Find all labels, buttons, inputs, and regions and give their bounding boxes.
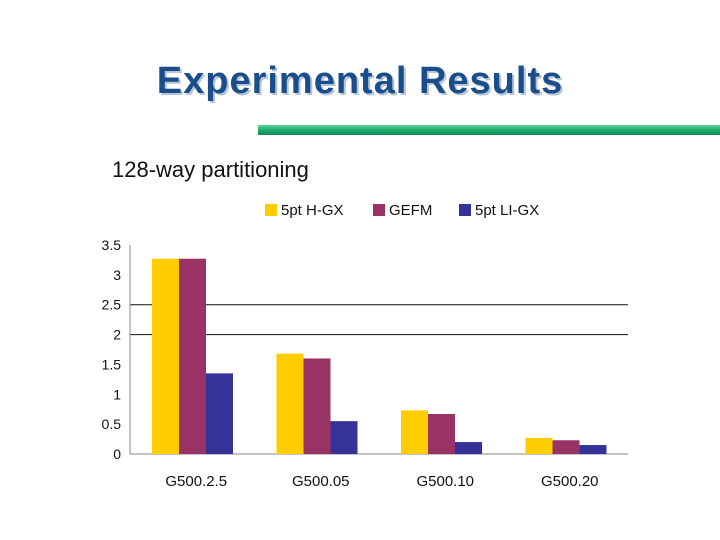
legend-label: GEFM (389, 202, 432, 219)
y-tick-label: 0.5 (102, 416, 122, 432)
legend-swatch (459, 204, 471, 216)
y-tick-label: 1.5 (102, 356, 122, 372)
bar-5pt-h-gx-1 (276, 353, 304, 454)
gridlines (130, 304, 628, 336)
slide-title: Experimental Results (156, 60, 564, 102)
x-tick-label: G500.2.5 (165, 473, 227, 490)
bar-5pt-h-gx-0 (152, 258, 179, 454)
y-tick-label: 1 (113, 386, 121, 402)
bar-gefm-2 (428, 413, 455, 454)
bar-5pt-h-gx-3 (525, 437, 553, 454)
title-underline (258, 125, 720, 135)
y-tick-label: 3 (113, 267, 121, 283)
y-tick-label: 3.5 (102, 237, 122, 253)
x-tick-label: G500.05 (292, 473, 350, 490)
y-tick-label: 0 (113, 446, 121, 462)
bar-5pt-li-gx-2 (455, 442, 482, 454)
x-tick-label: G500.10 (416, 473, 474, 490)
legend-swatch (373, 204, 385, 216)
x-tick-labels: G500.2.5 G500.05 G500.10 G500.20 (165, 473, 598, 490)
bar-5pt-li-gx-3 (579, 445, 607, 454)
bar-series (152, 258, 607, 454)
y-tick-label: 2 (113, 327, 121, 343)
y-tick-label: 2.5 (102, 297, 122, 313)
y-tick-labels: 0 0.5 1 1.5 2 2.5 3 3.5 (102, 237, 122, 462)
legend-label: 5pt LI-GX (475, 202, 539, 219)
bar-5pt-h-gx-2 (401, 410, 428, 454)
legend-swatch (265, 204, 277, 216)
chart-subtitle: 128-way partitioning (112, 157, 309, 182)
legend: 5pt H-GX GEFM 5pt LI-GX (265, 202, 539, 219)
legend-label: 5pt H-GX (281, 202, 344, 219)
x-tick-label: G500.20 (541, 473, 599, 490)
bar-5pt-li-gx-1 (330, 421, 358, 454)
bar-gefm-0 (179, 258, 206, 454)
bar-5pt-li-gx-0 (206, 373, 233, 454)
bar-gefm-3 (552, 440, 580, 454)
bar-gefm-1 (303, 358, 331, 454)
